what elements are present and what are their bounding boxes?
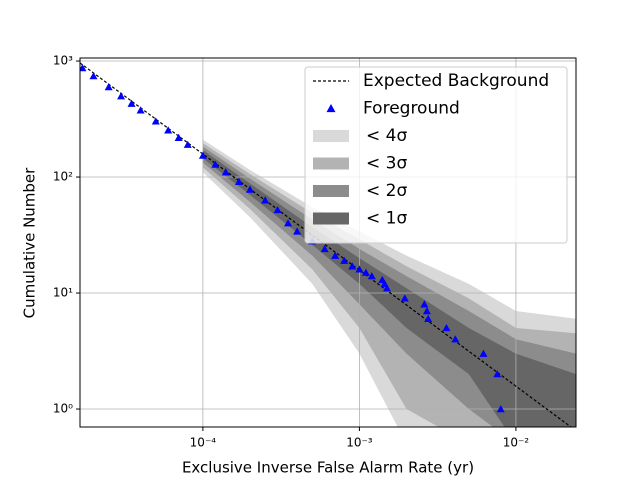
foreground-marker xyxy=(273,205,282,214)
legend-label: < 2σ xyxy=(366,181,407,201)
foreground-marker xyxy=(424,314,433,322)
foreground-marker xyxy=(104,83,113,91)
foreground-marker xyxy=(284,219,293,227)
foreground-marker xyxy=(493,370,502,378)
legend-label: < 3σ xyxy=(366,154,407,174)
foreground-marker xyxy=(340,256,349,264)
legend-box xyxy=(304,66,568,244)
foreground-marker xyxy=(174,133,183,141)
foreground-marker xyxy=(331,251,340,259)
foreground-marker xyxy=(246,185,255,193)
foreground-marker xyxy=(136,106,145,114)
foreground-marker xyxy=(382,284,391,292)
foreground-marker xyxy=(151,117,160,125)
y-tick-label: 10¹ xyxy=(53,286,73,300)
x-axis-label: Exclusive Inverse False Alarm Rate (yr) xyxy=(182,459,474,477)
foreground-marker xyxy=(348,262,357,270)
foreground-marker xyxy=(211,160,220,168)
plot-area xyxy=(80,58,576,427)
foreground-marker xyxy=(127,99,136,107)
foreground-marker xyxy=(496,405,505,413)
x-tick-label: 10⁻³ xyxy=(346,436,373,450)
x-tick-label: 10⁻⁴ xyxy=(190,436,217,450)
foreground-marker xyxy=(183,140,192,148)
legend-swatch xyxy=(313,157,349,170)
foreground-marker xyxy=(355,265,364,273)
foreground-marker xyxy=(320,244,329,253)
legend: Expected Background Foreground < 4σ < 3σ < 2… xyxy=(304,66,568,244)
legend-marker xyxy=(326,104,336,113)
foreground-marker xyxy=(361,268,370,276)
foreground-marker xyxy=(479,349,488,357)
foreground-marker xyxy=(422,306,431,315)
foreground-marker xyxy=(261,196,270,204)
y-tick-label: 10³ xyxy=(53,54,73,68)
axes-frame xyxy=(79,57,577,428)
foreground-marker xyxy=(164,126,173,134)
x-tick-label: 10⁻² xyxy=(503,436,530,450)
foreground-marker xyxy=(80,64,87,72)
foreground-marker xyxy=(198,151,207,159)
foreground-marker xyxy=(221,168,230,176)
legend-label: < 1σ xyxy=(366,209,407,229)
legend-swatch xyxy=(313,212,349,225)
sigma-band xyxy=(202,150,576,427)
background-line xyxy=(80,62,572,427)
foreground-marker xyxy=(442,323,451,332)
foreground-marker xyxy=(367,272,376,280)
foreground-marker xyxy=(89,72,98,80)
foreground-marker xyxy=(234,177,243,185)
y-axis-label: Cumulative Number xyxy=(21,167,39,318)
legend-label: < 4σ xyxy=(366,126,407,146)
y-tick-label: 10² xyxy=(53,170,73,184)
y-tick-label: 10⁰ xyxy=(53,402,73,416)
legend-swatch xyxy=(313,130,349,142)
legend-label: Expected Background xyxy=(363,71,549,91)
foreground-marker xyxy=(117,92,126,100)
foreground-marker xyxy=(400,294,409,302)
foreground-marker xyxy=(451,335,460,343)
foreground-marker xyxy=(293,227,302,235)
legend-swatch xyxy=(313,185,349,197)
foreground-marker xyxy=(420,300,429,308)
legend-label: Foreground xyxy=(363,99,460,119)
